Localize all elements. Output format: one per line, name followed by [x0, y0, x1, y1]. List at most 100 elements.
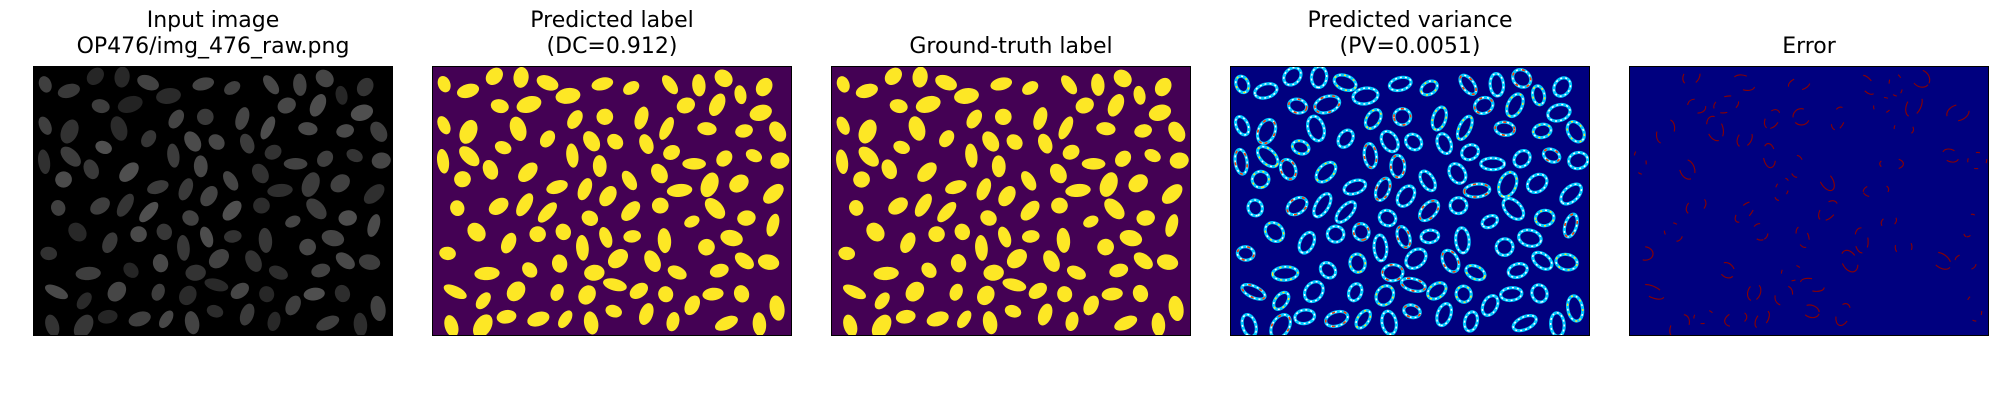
nucleus — [57, 83, 80, 99]
nucleus — [1818, 200, 1839, 222]
nucleus — [182, 210, 199, 226]
nucleus — [141, 130, 157, 148]
nucleus — [900, 232, 916, 254]
nucleus — [1436, 302, 1453, 327]
nucleus — [734, 85, 747, 105]
nucleus — [1663, 222, 1684, 242]
nucleus — [991, 155, 1006, 178]
nucleus — [702, 287, 724, 301]
nucleus — [177, 235, 190, 261]
nucleus — [184, 131, 202, 152]
nucleus — [555, 87, 581, 104]
nucleus — [763, 183, 784, 204]
nucleus — [895, 309, 916, 324]
nucleus — [1553, 77, 1572, 97]
nucleus — [596, 108, 614, 125]
nucleus — [1107, 94, 1125, 117]
nucleus — [599, 226, 613, 248]
nucleus — [1454, 227, 1470, 254]
nucleus — [156, 87, 181, 104]
nucleus — [975, 235, 988, 261]
nucleus — [230, 282, 249, 300]
nucleus — [1420, 80, 1438, 96]
nucleus — [1962, 213, 1977, 238]
nucleus — [1531, 284, 1548, 303]
nucleus — [168, 109, 185, 129]
nucleus — [1006, 134, 1023, 150]
nucleus — [889, 99, 908, 114]
nucleus — [1512, 68, 1532, 88]
nucleus — [1774, 285, 1794, 306]
nucleus — [1270, 313, 1292, 335]
nucleus — [1669, 314, 1690, 335]
nucleus — [1314, 95, 1341, 114]
nucleus — [639, 303, 654, 325]
predicted-variance-canvas — [1231, 67, 1589, 335]
nucleus — [336, 124, 354, 138]
nucleus — [1420, 229, 1440, 244]
nucleus — [1352, 87, 1379, 105]
nucleus — [982, 311, 998, 335]
nucleus — [1390, 154, 1406, 179]
nucleus — [102, 232, 118, 254]
panel-title-line2: (DC=0.912) — [546, 34, 678, 59]
nucleus — [1144, 148, 1161, 163]
nucleus — [116, 193, 134, 217]
nucleus — [1364, 109, 1382, 130]
nucleus — [998, 226, 1012, 248]
nucleus — [915, 95, 941, 113]
nucleus — [196, 108, 214, 125]
nucleus — [607, 133, 624, 150]
nucleus — [1306, 115, 1326, 142]
nucleus — [905, 281, 925, 302]
nucleus — [38, 149, 51, 175]
nucleus — [1498, 171, 1518, 198]
nucleus — [224, 230, 242, 243]
panel-title-line1: Ground-truth label — [909, 34, 1113, 59]
nucleus — [1104, 198, 1125, 220]
nucleus — [884, 67, 902, 85]
nucleus — [1033, 107, 1048, 130]
nucleus — [578, 285, 596, 305]
nucleus — [1419, 170, 1437, 192]
nucleus — [684, 295, 701, 316]
nucleus — [866, 222, 885, 242]
nucleus — [1560, 183, 1583, 205]
nucleus — [1565, 120, 1586, 144]
nucleus — [836, 76, 850, 93]
nucleus — [1101, 287, 1123, 301]
nucleus — [935, 74, 957, 91]
nucleus — [849, 200, 864, 216]
nucleus — [496, 309, 517, 324]
nucleus — [518, 162, 538, 183]
nucleus — [945, 180, 967, 195]
nucleus — [1463, 311, 1479, 332]
nucleus — [708, 93, 726, 117]
nucleus — [583, 131, 601, 152]
nucleus — [858, 146, 879, 167]
nucleus — [1133, 252, 1153, 270]
nucleus — [309, 94, 327, 117]
nucleus — [550, 283, 564, 301]
nucleus — [954, 87, 979, 104]
nucleus — [90, 197, 110, 215]
nucleus — [1247, 199, 1264, 217]
nucleus — [1494, 121, 1516, 137]
nucleus — [908, 116, 926, 141]
nucleus — [1403, 304, 1421, 319]
nucleus — [666, 312, 680, 332]
nucleus — [251, 163, 269, 184]
panel-background — [1630, 67, 1988, 335]
nucleus — [551, 254, 568, 273]
nucleus — [370, 295, 386, 322]
nucleus — [644, 250, 661, 272]
nucleus — [1315, 161, 1337, 183]
nucleus — [566, 143, 579, 168]
nucleus — [358, 254, 381, 270]
nucleus — [473, 314, 493, 335]
nucleus — [1256, 118, 1277, 145]
input-image-plot — [33, 66, 393, 336]
nucleus — [1119, 229, 1143, 247]
nucleus — [130, 226, 147, 243]
nucleus — [836, 116, 850, 135]
